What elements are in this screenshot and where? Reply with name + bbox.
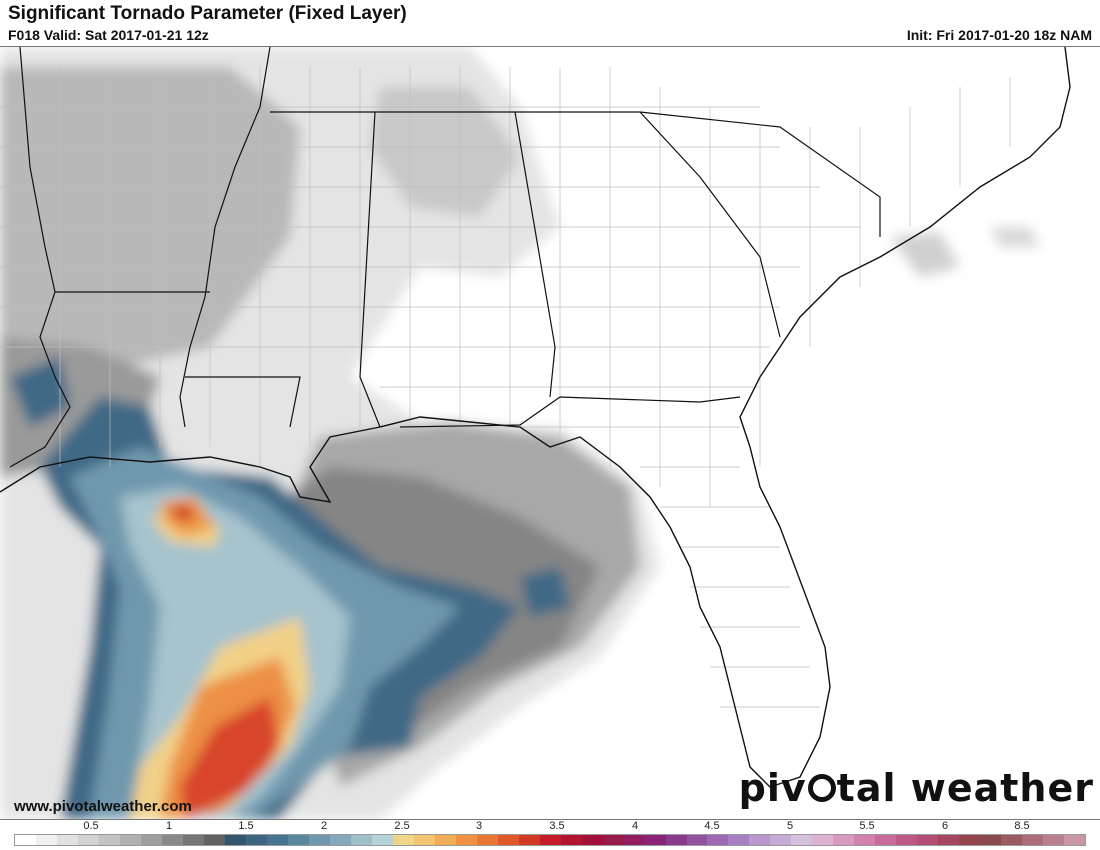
county-grid [0, 67, 1011, 708]
legend-swatch [413, 835, 435, 845]
legend-swatch [476, 835, 498, 845]
legend-swatch [203, 835, 225, 845]
legend-swatch [602, 835, 624, 845]
valid-time: F018 Valid: Sat 2017-01-21 12z [8, 27, 209, 43]
field-red-north [170, 505, 195, 521]
legend-swatch [917, 835, 939, 845]
field-grey-atlantic-2 [990, 227, 1040, 247]
legend-swatch [77, 835, 99, 845]
gear-icon [807, 773, 836, 802]
legend-swatch [875, 835, 897, 845]
legend-tick: 0.5 [83, 820, 99, 832]
legend-swatch [392, 835, 414, 845]
init-time: Init: Fri 2017-01-20 18z NAM [906, 27, 1092, 43]
legend-swatch [161, 835, 183, 845]
legend-swatch [980, 835, 1002, 845]
legend-swatch [560, 835, 582, 845]
legend-swatch [539, 835, 561, 845]
legend-tick: 6 [941, 820, 949, 832]
legend-swatch [1064, 835, 1086, 845]
boundary-al-ga [514, 111, 556, 398]
field-blue-dark-gulf-east [520, 567, 570, 617]
legend-swatch [665, 835, 687, 845]
legend-swatch [770, 835, 792, 845]
state-boundaries [9, 47, 881, 468]
legend-swatch [182, 835, 204, 845]
parameter-shading [0, 47, 1040, 819]
legend-swatch [1001, 835, 1023, 845]
legend-swatch [56, 835, 78, 845]
map-panel[interactable] [0, 46, 1100, 820]
legend-swatch [644, 835, 666, 845]
legend-tick: 4 [631, 820, 639, 832]
legend-swatch [1043, 835, 1065, 845]
header: Significant Tornado Parameter (Fixed Lay… [0, 0, 1100, 46]
legend-ticks: 0.5 1 1.5 2 2.5 3 3.5 4 4.5 5 5.5 6 8.5 [14, 820, 1086, 833]
legend-swatch [518, 835, 540, 845]
legend-swatch [833, 835, 855, 845]
boundary-ms-la [185, 376, 301, 428]
legend-swatch [854, 835, 876, 845]
brand-text-right: tal weather [836, 766, 1094, 810]
map-title: Significant Tornado Parameter (Fixed Lay… [8, 3, 407, 24]
legend-swatch [266, 835, 288, 845]
brand-text-left: piv [738, 766, 807, 810]
legend-swatch [224, 835, 246, 845]
boundary-ms-al [359, 111, 381, 428]
legend-swatch [896, 835, 918, 845]
legend-tick: 1 [165, 820, 173, 832]
boundary-river-east [179, 47, 271, 428]
legend-swatch [371, 835, 393, 845]
legend-swatch [812, 835, 834, 845]
legend-swatch [15, 835, 36, 845]
legend-swatch [119, 835, 141, 845]
legend-color-bar [14, 834, 1086, 846]
brand-logo: piv tal weather [739, 766, 1094, 810]
legend-swatch [287, 835, 309, 845]
legend-swatch [245, 835, 267, 845]
legend-tick: 1.5 [238, 820, 254, 832]
legend-swatch [1022, 835, 1044, 845]
legend-tick: 5 [786, 820, 794, 832]
legend-tick: 4.5 [704, 820, 720, 832]
legend-swatch [686, 835, 708, 845]
legend-tick: 8.5 [1014, 820, 1030, 832]
legend-swatch [35, 835, 57, 845]
legend-swatch [623, 835, 645, 845]
boundary-mississippi-river [9, 47, 71, 468]
legend-tick: 5.5 [859, 820, 875, 832]
coastline [0, 47, 1071, 788]
legend-swatch [455, 835, 477, 845]
boundary-sc-ga [639, 111, 781, 338]
legend-swatch [749, 835, 771, 845]
legend-swatch [140, 835, 162, 845]
legend-tick: 2.5 [394, 820, 410, 832]
website-label: www.pivotalweather.com [14, 798, 192, 815]
legend-swatch [497, 835, 519, 845]
boundary-nc-sc [639, 111, 881, 237]
legend-swatch [959, 835, 981, 845]
legend-swatch [791, 835, 813, 845]
legend-swatch [329, 835, 351, 845]
gulf-coast [0, 47, 1071, 788]
legend-tick: 3 [475, 820, 483, 832]
legend-swatch [350, 835, 372, 845]
field-grey-north [370, 87, 520, 217]
legend-swatch [707, 835, 729, 845]
legend-swatch [434, 835, 456, 845]
field-grey-atlantic [890, 232, 960, 277]
legend-swatch [938, 835, 960, 845]
boundary-fl-north [399, 396, 741, 428]
legend-swatch [98, 835, 120, 845]
legend-tick: 2 [320, 820, 328, 832]
legend-tick: 3.5 [549, 820, 565, 832]
color-legend: 0.5 1 1.5 2 2.5 3 3.5 4 4.5 5 5.5 6 8.5 [14, 820, 1086, 850]
field-red-south [180, 697, 280, 819]
legend-swatch [728, 835, 750, 845]
legend-swatch [581, 835, 603, 845]
map-svg [0, 47, 1071, 819]
field-blue-dark-west [10, 357, 70, 427]
legend-swatch [308, 835, 330, 845]
